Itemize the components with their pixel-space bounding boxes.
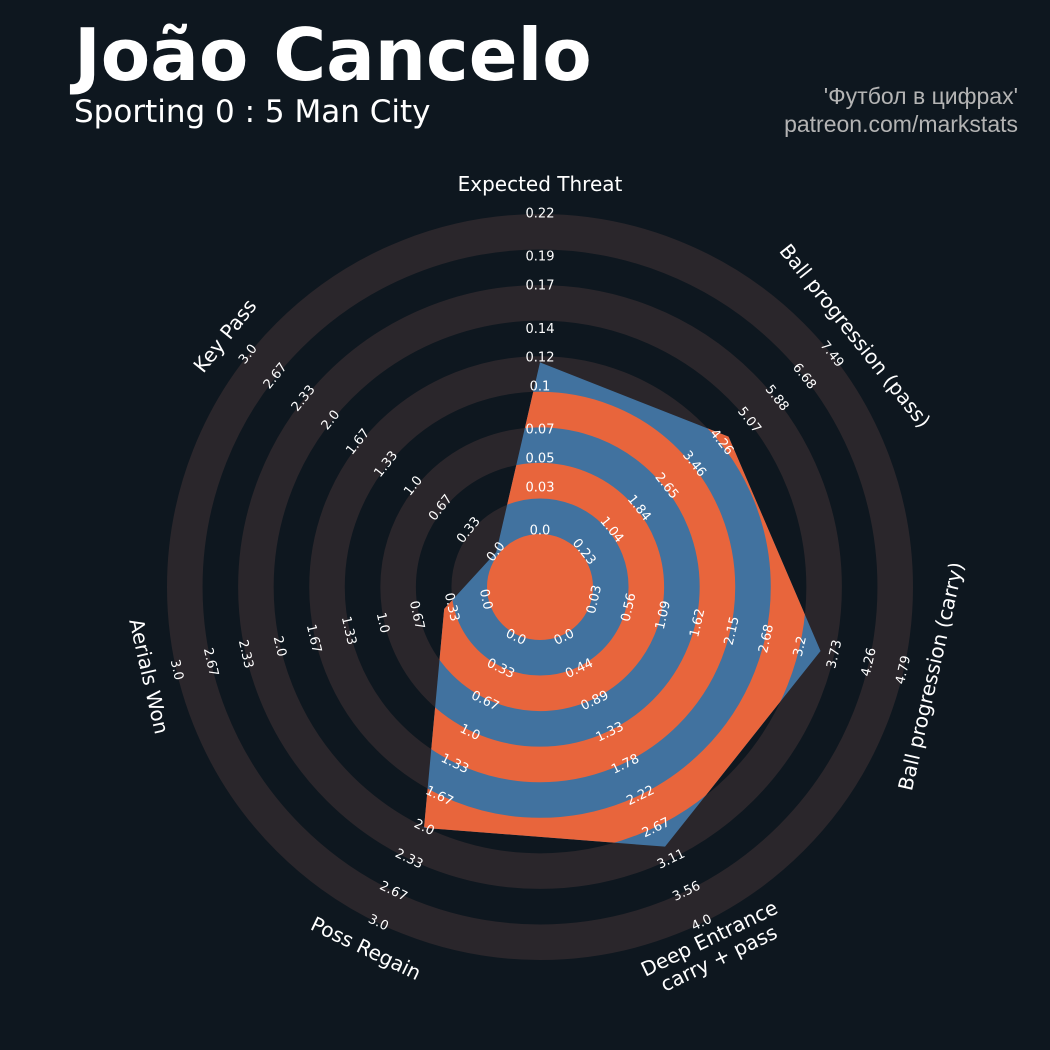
tick-label: 1.09 — [653, 599, 674, 631]
tick-label: 1.67 — [303, 623, 324, 655]
tick-label: 0.0 — [530, 524, 551, 539]
ring — [238, 285, 842, 889]
tick-label: 1.33 — [338, 615, 359, 647]
tick-label: 0.12 — [526, 351, 555, 366]
tick-label: 2.33 — [235, 638, 256, 670]
radar-band — [424, 362, 807, 847]
tick-label: 0.56 — [618, 592, 639, 624]
tick-label: 3.0 — [167, 658, 186, 682]
tick-label: 2.0 — [270, 635, 289, 659]
tick-label: 3.2 — [791, 635, 810, 659]
tick-label: 4.26 — [859, 646, 880, 678]
tick-label: 0.33 — [441, 591, 462, 623]
radar-band — [487, 534, 593, 640]
tick-label: 0.07 — [526, 423, 555, 438]
credit: 'Футбол в цифрах' — [824, 83, 1018, 109]
tick-label: 2.15 — [722, 615, 743, 647]
radar-band — [424, 391, 736, 783]
tick-label: 0.67 — [406, 599, 427, 631]
tick-label: 3.73 — [824, 639, 845, 671]
tick-label: 0.05 — [526, 451, 555, 466]
tick-label: 2.67 — [200, 646, 221, 678]
tick-label: 0.19 — [526, 250, 555, 265]
tick-label: 0.14 — [526, 322, 555, 337]
ring — [166, 213, 914, 961]
tick-label: 1.62 — [687, 607, 708, 639]
tick-label: 0.03 — [526, 480, 555, 495]
param-label-line: Expected Threat — [458, 172, 623, 196]
tick-label: 0.03 — [584, 584, 605, 616]
tick-label: 4.79 — [893, 654, 914, 686]
chart-subtitle: Sporting 0 : 5 Man City — [74, 94, 430, 130]
tick-label: 2.68 — [756, 623, 777, 655]
tick-label: 0.17 — [526, 279, 555, 294]
credit: patreon.com/markstats — [784, 111, 1018, 137]
param-label: Expected Threat — [458, 172, 623, 196]
chart-title: João Cancelo — [69, 13, 592, 97]
tick-label: 1.0 — [373, 611, 392, 635]
tick-label: 0.1 — [530, 379, 551, 394]
tick-label: 0.0 — [476, 588, 495, 612]
tick-label: 0.22 — [526, 207, 555, 222]
